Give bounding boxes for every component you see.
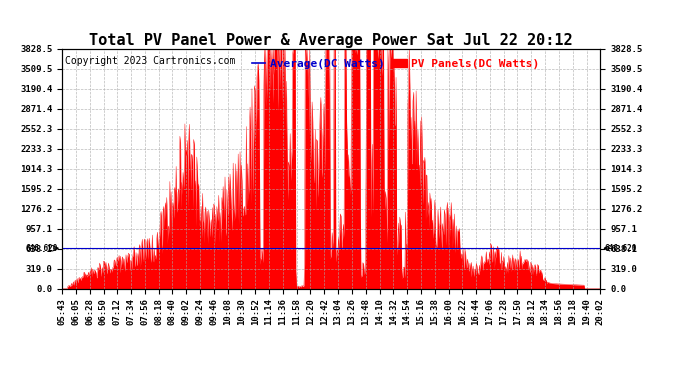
Text: 646.620: 646.620: [26, 244, 58, 253]
Title: Total PV Panel Power & Average Power Sat Jul 22 20:12: Total PV Panel Power & Average Power Sat…: [90, 33, 573, 48]
Text: 646.620: 646.620: [604, 244, 637, 253]
Legend: Average(DC Watts), PV Panels(DC Watts): Average(DC Watts), PV Panels(DC Watts): [248, 54, 544, 73]
Text: Copyright 2023 Cartronics.com: Copyright 2023 Cartronics.com: [65, 56, 235, 66]
